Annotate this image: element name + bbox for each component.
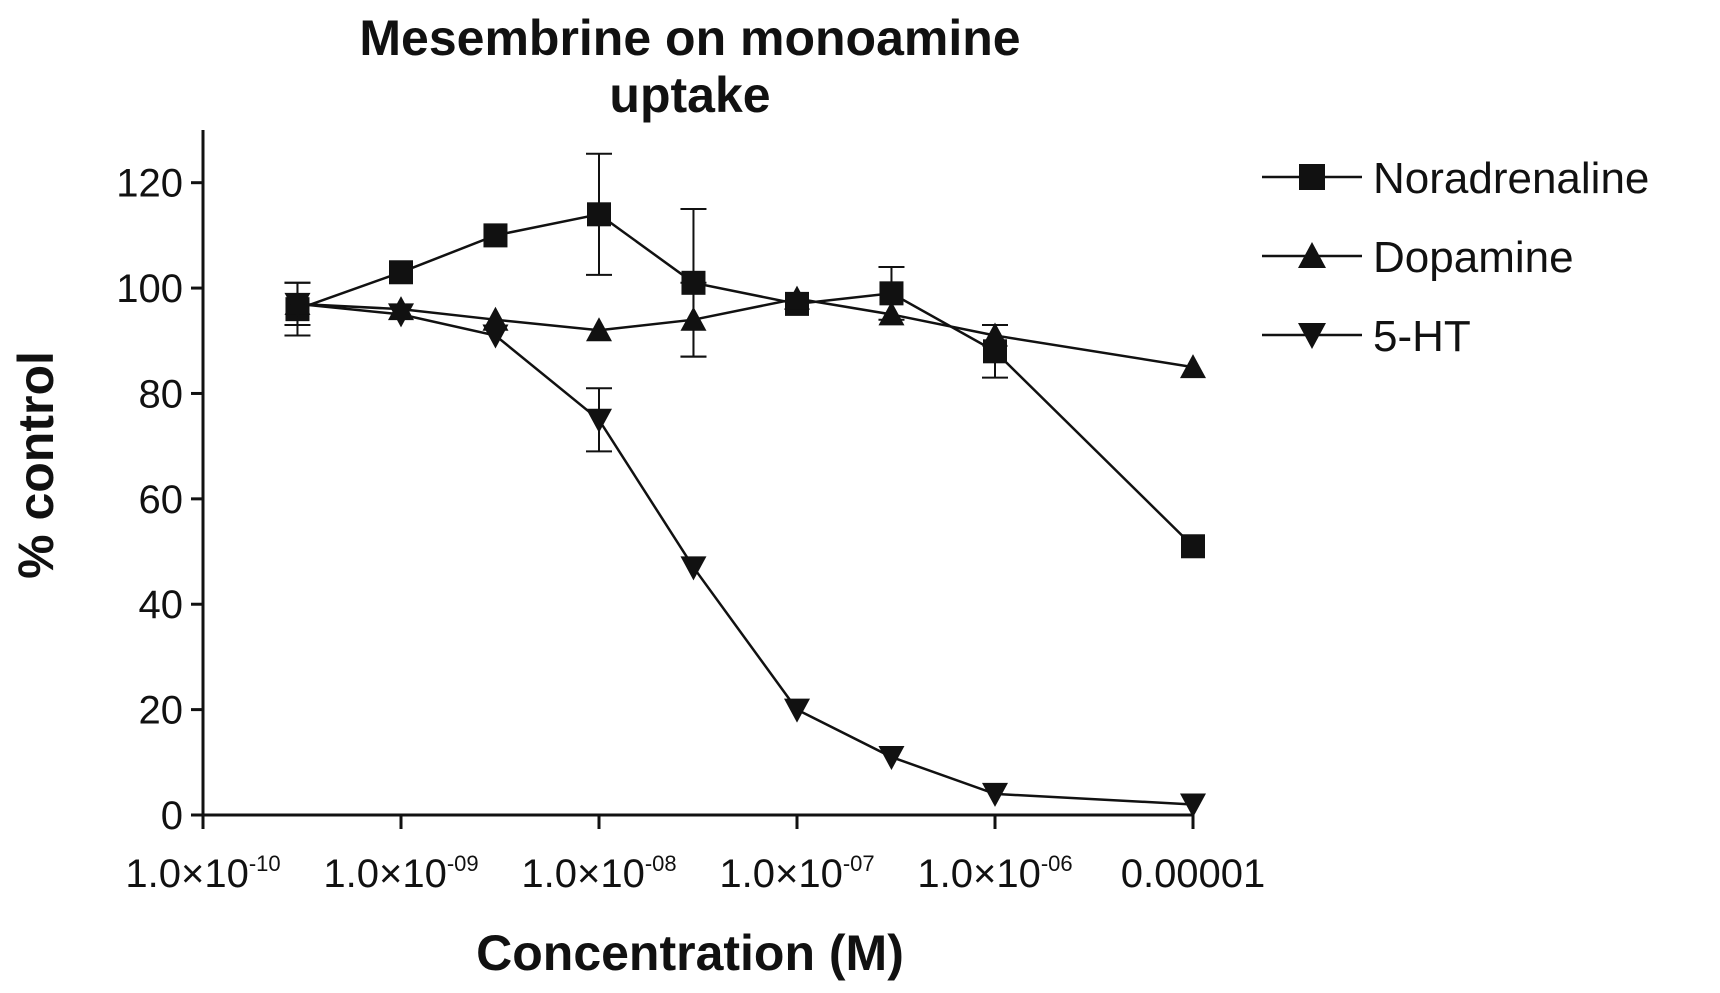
axes — [201, 130, 1193, 827]
x-tick-exponent: -09 — [447, 851, 479, 876]
5-ht-point — [784, 698, 810, 723]
x-tick-base: 1.0×10 — [125, 852, 248, 896]
dopamine-point — [1180, 354, 1206, 379]
noradrenaline-line — [297, 212, 1194, 548]
legend-swatch-marker-dopamine — [1298, 242, 1326, 268]
5-ht-point — [586, 408, 612, 433]
y-tick-label: 60 — [139, 478, 184, 522]
x-tick-base: 0.00001 — [1121, 852, 1266, 896]
noradrenaline-point — [483, 223, 508, 248]
y-tick-label: 100 — [116, 267, 183, 311]
x-tick-base: 1.0×10 — [719, 852, 842, 896]
series-markers — [284, 202, 1206, 818]
5-ht-point — [982, 782, 1008, 807]
noradrenaline-point — [587, 202, 611, 227]
legend-swatch-marker-noradrenaline — [1299, 164, 1325, 190]
x-tick-base: 1.0×10 — [521, 852, 644, 896]
x-tick-label: 1.0×10-10 — [125, 851, 280, 896]
y-tick-label: 80 — [139, 372, 184, 416]
y-tick-label: 120 — [116, 162, 183, 206]
y-axis-title: % control — [8, 351, 64, 579]
dopamine-point — [878, 301, 905, 326]
legend-swatch-marker-5-ht — [1298, 323, 1326, 349]
5-ht-point — [284, 292, 311, 317]
chart-title-line: uptake — [609, 67, 770, 123]
dopamine-point — [784, 285, 810, 310]
x-tick-base: 1.0×10 — [917, 852, 1040, 896]
noradrenaline-point — [681, 270, 706, 295]
x-axis-title: Concentration (M) — [476, 925, 904, 981]
dopamine-line — [297, 297, 1194, 369]
noradrenaline-point — [1181, 534, 1205, 559]
dopamine-point — [680, 306, 707, 331]
5-ht-point — [680, 556, 707, 581]
x-tick-exponent: -07 — [843, 851, 875, 876]
x-tick-label: 0.00001 — [1121, 852, 1266, 896]
5-ht-point — [482, 324, 509, 349]
x-tick-base: 1.0×10 — [323, 852, 446, 896]
5-ht-point — [388, 303, 414, 328]
x-tick-label: 1.0×10-08 — [521, 851, 676, 896]
y-tick-label: 20 — [139, 689, 184, 733]
dopamine-point — [586, 317, 612, 342]
dopamine-point — [982, 322, 1008, 347]
legend: Noradrenaline Dopamine 5-HT — [1262, 154, 1649, 361]
x-tick-label: 1.0×10-09 — [323, 851, 478, 896]
legend-label-dopamine: Dopamine — [1373, 233, 1574, 282]
x-tick-exponent: -08 — [645, 851, 677, 876]
x-tick-exponent: -10 — [249, 851, 281, 876]
5-ht-point — [878, 746, 905, 771]
5-ht-line — [297, 302, 1194, 806]
x-tick-exponent: -06 — [1041, 851, 1073, 876]
legend-label-noradrenaline: Noradrenaline — [1373, 154, 1649, 203]
x-tick-label: 1.0×10-07 — [719, 851, 874, 896]
noradrenaline-point — [879, 281, 904, 306]
y-tick-label: 40 — [139, 583, 184, 627]
x-tick-label: 1.0×10-06 — [917, 851, 1072, 896]
legend-label-5-ht: 5-HT — [1373, 312, 1471, 361]
series-lines — [297, 212, 1194, 806]
chart-title-line: Mesembrine on monoamine — [359, 10, 1020, 66]
y-tick-label: 0 — [161, 794, 183, 838]
5-ht-point — [1180, 793, 1206, 818]
noradrenaline-point — [389, 260, 413, 285]
